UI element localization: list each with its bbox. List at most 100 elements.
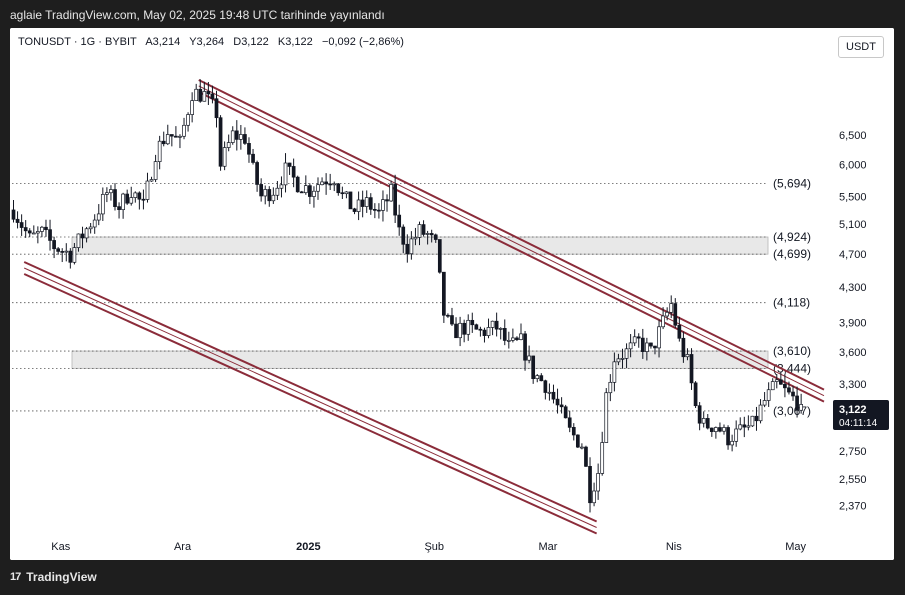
candle-body	[616, 358, 621, 363]
candle-body	[259, 184, 264, 197]
channel-lower-line-2	[23, 273, 598, 535]
candle-body	[11, 209, 16, 220]
candle-body	[279, 184, 284, 189]
candle-body	[502, 328, 507, 341]
candle-body	[299, 191, 304, 194]
candle-body	[709, 427, 714, 432]
tradingview-logo-icon: 17	[10, 571, 21, 583]
candle-body	[328, 183, 333, 186]
channel-upper-line-2	[198, 91, 825, 403]
candle-body	[202, 91, 207, 102]
candle-body	[462, 322, 467, 335]
candle-body	[377, 209, 381, 212]
candle-body	[515, 337, 519, 341]
candle-body	[397, 214, 402, 228]
candle-body	[247, 143, 251, 155]
chart-panel[interactable]: (5,694) (4,924) (4,699) (4,118) (3,610) (3,44…	[10, 28, 894, 560]
candle-body	[186, 114, 190, 126]
candle-body	[774, 379, 779, 382]
candle-body	[596, 473, 600, 492]
tradingview-brand-label: TradingView	[26, 570, 97, 584]
candle-body	[230, 130, 235, 143]
candle-body	[206, 91, 211, 95]
channel-lower-line-1	[23, 267, 597, 528]
candle-body	[770, 381, 775, 391]
candle-body	[121, 193, 125, 210]
candle-body	[76, 233, 81, 248]
candle-body	[563, 406, 568, 419]
candle-body	[149, 179, 154, 182]
candle-body	[84, 228, 89, 239]
candle-body	[389, 184, 393, 202]
channels-layer	[23, 79, 825, 535]
candle-body	[478, 328, 483, 331]
candle-body	[48, 229, 52, 241]
price-tick-1: 6,000	[839, 159, 867, 171]
price-tick-10: 2,550	[839, 474, 867, 486]
candles-layer	[11, 79, 803, 513]
candle-body	[405, 243, 410, 255]
candle-body	[592, 490, 596, 504]
price-badge-price: 3,122	[839, 404, 867, 416]
candle-body	[470, 319, 475, 326]
candle-body	[433, 234, 438, 240]
candle-body	[385, 199, 389, 202]
candle-body	[714, 427, 718, 432]
candle-body	[117, 206, 121, 210]
candle-body	[368, 197, 373, 210]
candle-body	[287, 162, 292, 167]
time-axis: Kas Ara 2025 Şub Mar Nis May	[51, 541, 806, 553]
candle-body	[551, 391, 556, 400]
price-badge-countdown: 04:11:14	[839, 418, 878, 429]
candle-body	[190, 100, 194, 115]
zones-layer	[71, 236, 769, 369]
candle-body	[665, 311, 670, 317]
candle-body	[169, 134, 174, 137]
candle-body	[425, 233, 430, 235]
candle-body	[356, 199, 361, 212]
candle-body	[742, 424, 747, 428]
symbol-legend: TONUSDT · 1G · BYBIT A3,214 Y3,264 D3,12…	[18, 36, 404, 48]
candle-body	[267, 189, 272, 202]
ohlc-close: K3,122	[277, 36, 313, 48]
candle-body	[283, 162, 288, 186]
candle-body	[105, 192, 109, 195]
candle-body	[308, 185, 312, 197]
level-label-5: (3,444)	[773, 361, 811, 375]
candle-body	[620, 357, 625, 360]
candle-body	[263, 189, 268, 197]
currency-unit-button[interactable]: USDT	[838, 36, 884, 58]
time-tick-3: Şub	[424, 541, 444, 553]
candle-body	[429, 233, 434, 236]
footer-brand: 17 TradingView	[10, 570, 97, 584]
candle-body	[600, 442, 605, 474]
candle-body	[133, 192, 138, 198]
candle-body	[636, 336, 641, 339]
price-tick-4: 4,700	[839, 249, 867, 261]
candle-body	[36, 231, 40, 234]
level-label-0: (5,694)	[773, 177, 811, 191]
candle-body	[137, 192, 142, 200]
candle-body	[604, 392, 609, 443]
zone-1	[71, 350, 769, 369]
candle-body	[718, 427, 722, 432]
time-tick-1: Ara	[174, 541, 192, 553]
candle-body	[178, 135, 182, 138]
candle-body	[519, 333, 523, 341]
candle-body	[693, 382, 698, 407]
ohlc-low: D3,122	[233, 36, 269, 48]
level-label-3: (4,118)	[773, 296, 810, 310]
price-chart[interactable]: (5,694) (4,924) (4,699) (4,118) (3,610) (3,44…	[10, 28, 894, 560]
candle-body	[226, 142, 231, 148]
price-badge: 3,122 04:11:14	[833, 400, 889, 430]
candle-body	[588, 466, 592, 504]
candle-body	[222, 147, 227, 167]
candle-body	[141, 198, 146, 201]
levels-layer: (5,694) (4,924) (4,699) (4,118) (3,610) (3,44…	[12, 177, 811, 418]
candle-body	[409, 238, 414, 255]
ohlc-high: Y3,264	[189, 36, 225, 48]
candle-body	[320, 181, 324, 186]
candle-body	[52, 240, 56, 250]
price-tick-9: 2,750	[839, 446, 867, 458]
